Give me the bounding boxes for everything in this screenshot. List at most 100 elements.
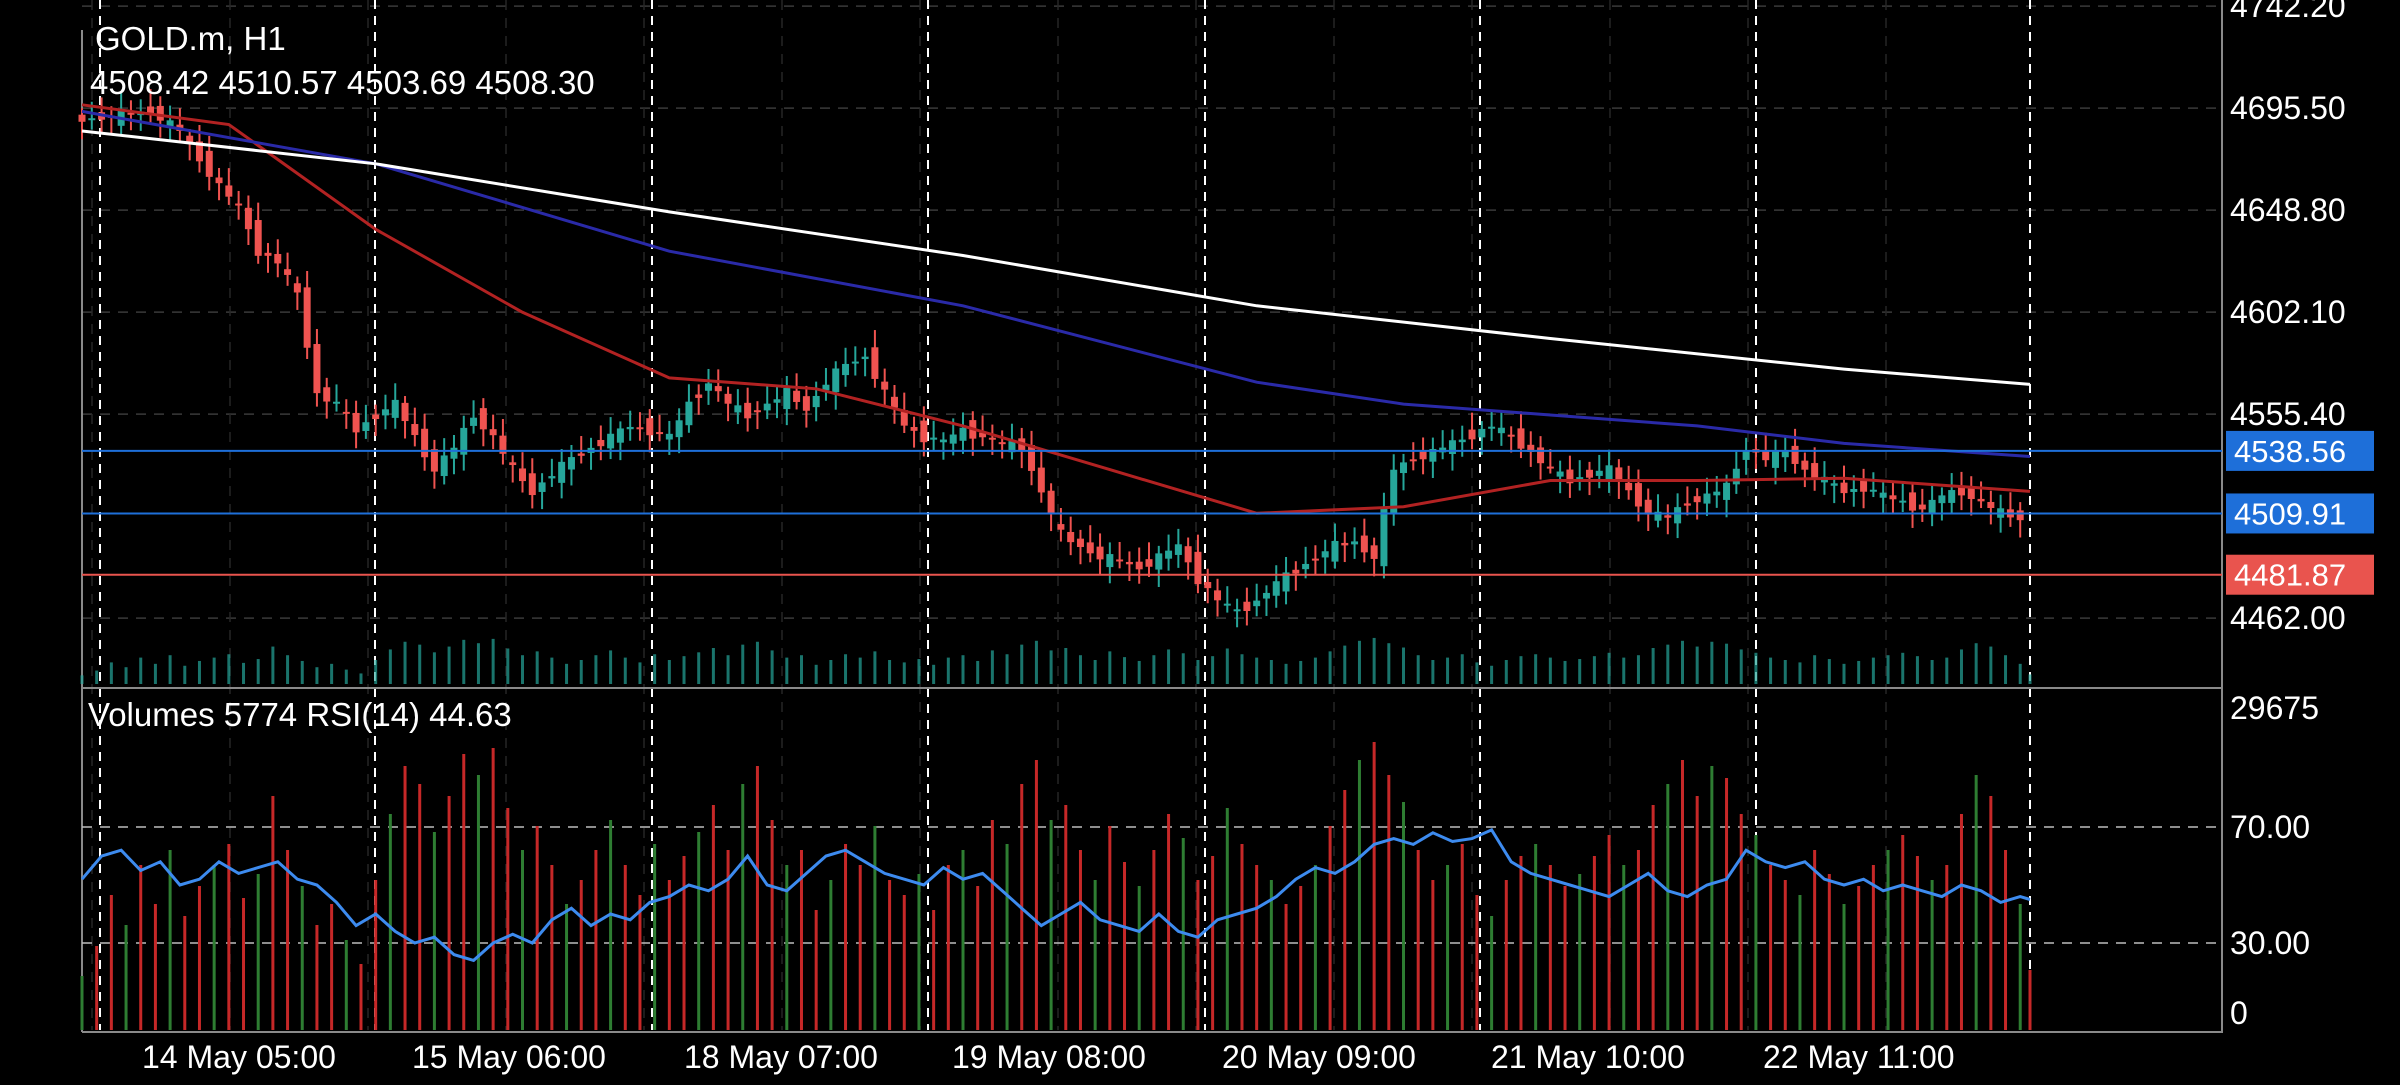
candle-body — [597, 439, 605, 447]
moving-average-line — [81, 109, 2031, 458]
candle-body — [1595, 470, 1603, 476]
candle-body — [1664, 515, 1672, 518]
symbol-timeframe-label: GOLD.m, H1 — [95, 20, 286, 57]
candle-body — [205, 150, 213, 177]
candle-body — [1008, 441, 1016, 453]
candle-body — [1272, 581, 1280, 596]
candle-body — [1654, 511, 1662, 521]
candle-body — [1360, 535, 1368, 553]
candle-body — [851, 361, 859, 364]
candle-body — [2016, 510, 2024, 521]
candle-body — [1889, 495, 1897, 500]
candle-body — [264, 252, 272, 256]
subwindow-tick-label: 29675 — [2230, 690, 2319, 726]
candle-body — [460, 427, 468, 455]
candle-body — [685, 401, 693, 426]
candle-body — [479, 408, 487, 430]
candle-body — [1928, 499, 1936, 514]
candle-body — [1625, 482, 1633, 491]
candle-body — [1987, 501, 1995, 508]
candle-body — [656, 432, 664, 435]
time-tick-label: 22 May 11:00 — [1763, 1039, 1955, 1075]
candle-body — [744, 402, 752, 419]
candle-body — [1292, 569, 1300, 574]
candle-body — [1537, 447, 1545, 464]
candle-body — [372, 414, 380, 420]
candle-body — [1742, 451, 1750, 460]
candle-body — [1918, 504, 1926, 510]
candle-body — [362, 422, 370, 432]
rsi-line — [80, 827, 2031, 963]
candle-body — [450, 447, 458, 459]
candle-body — [1047, 490, 1055, 514]
candle-body — [1546, 466, 1554, 469]
candle-body — [1194, 551, 1202, 585]
candle-body — [567, 457, 575, 470]
candle-body — [528, 473, 536, 496]
candle-body — [1243, 601, 1251, 612]
candle-body — [1037, 467, 1045, 493]
candle-body — [1869, 489, 1877, 492]
candle-body — [1214, 590, 1222, 601]
candle-body — [1400, 462, 1408, 474]
candle-body — [949, 434, 957, 444]
candle-body — [1811, 463, 1819, 479]
candle-body — [342, 411, 350, 414]
candle-body — [675, 420, 683, 438]
candle-body — [1566, 469, 1574, 484]
candle-body — [577, 453, 585, 456]
candle-body — [1909, 492, 1917, 511]
candle-body — [607, 433, 615, 449]
candle-body — [1468, 429, 1476, 440]
candle-body — [1184, 546, 1192, 563]
candle-body — [1674, 507, 1682, 524]
candle-body — [832, 368, 840, 393]
candle-body — [1311, 558, 1319, 561]
candle-body — [1840, 482, 1848, 494]
price-tick-label: 4462.00 — [2230, 600, 2346, 636]
candle-body — [1693, 496, 1701, 503]
candle-body — [1830, 483, 1838, 486]
candle-body — [665, 433, 673, 440]
time-tick-label: 20 May 09:00 — [1222, 1039, 1416, 1075]
candle-body — [1517, 428, 1525, 449]
candle-body — [636, 427, 644, 430]
candle-body — [1713, 491, 1721, 496]
price-tick-label: 4555.40 — [2230, 396, 2346, 432]
candle-body — [1233, 609, 1241, 612]
price-level-tag — [2226, 554, 2374, 595]
candle-body — [1576, 477, 1584, 481]
candle-body — [1556, 471, 1564, 477]
candle-body — [333, 401, 341, 404]
candle-body — [519, 468, 527, 482]
candle-body — [1409, 459, 1417, 462]
candle-body — [313, 344, 321, 394]
time-tick-label: 15 May 06:00 — [412, 1039, 606, 1075]
candle-body — [861, 356, 869, 360]
candle-body — [244, 207, 252, 230]
candle-body — [871, 347, 879, 379]
candle-body — [303, 287, 311, 348]
subwindow-tick-label: 0 — [2230, 995, 2248, 1031]
volumes-rsi-label: Volumes 5774 RSI(14) 44.63 — [88, 696, 512, 733]
candle-body — [1165, 550, 1173, 559]
candle-body — [1341, 542, 1349, 546]
candle-body — [1615, 467, 1623, 482]
candle-body — [1899, 500, 1907, 503]
candle-body — [1351, 541, 1359, 545]
candle-body — [186, 135, 194, 143]
candle-body — [78, 114, 86, 122]
moving-average-line — [81, 129, 2031, 386]
candle-body — [558, 461, 566, 483]
candle-body — [1860, 479, 1868, 492]
candle-body — [783, 387, 791, 410]
candle-body — [127, 112, 135, 115]
candle-body — [411, 424, 419, 436]
candle-body — [1527, 444, 1535, 452]
candle-body — [391, 399, 399, 418]
price-level-tag — [2226, 430, 2374, 471]
candle-body — [626, 426, 634, 430]
candle-body — [1771, 450, 1779, 468]
